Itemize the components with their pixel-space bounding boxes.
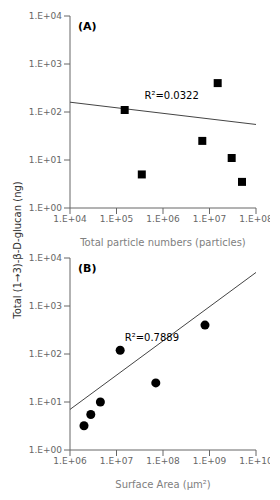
svg-text:1.E+10: 1.E+10 <box>239 456 270 466</box>
svg-text:1.E+02: 1.E+02 <box>29 349 62 359</box>
svg-text:1.E+06: 1.E+06 <box>53 456 87 466</box>
svg-text:Surface Area (μm²): Surface Area (μm²) <box>115 479 210 490</box>
svg-text:1.E+04: 1.E+04 <box>53 214 87 224</box>
svg-text:1.E+05: 1.E+05 <box>100 214 133 224</box>
svg-text:1.E+03: 1.E+03 <box>29 59 62 69</box>
svg-text:1.E+08: 1.E+08 <box>239 214 270 224</box>
svg-text:R²=0.0322: R²=0.0322 <box>144 90 198 101</box>
svg-text:1.E+09: 1.E+09 <box>193 456 227 466</box>
svg-text:1.E+04: 1.E+04 <box>29 253 63 263</box>
svg-text:Total (1→3)-β-D-glucan (ng): Total (1→3)-β-D-glucan (ng) <box>12 181 23 320</box>
svg-text:1.E+06: 1.E+06 <box>146 214 180 224</box>
svg-text:R²=0.7889: R²=0.7889 <box>125 332 179 343</box>
svg-text:1.E+00: 1.E+00 <box>29 445 63 455</box>
svg-text:1.E+01: 1.E+01 <box>29 155 62 165</box>
svg-text:1.E+07: 1.E+07 <box>193 214 226 224</box>
svg-text:1.E+04: 1.E+04 <box>29 11 63 21</box>
html-text:(A): (A) <box>78 20 97 33</box>
html-text:(B): (B) <box>78 262 97 275</box>
svg-text:1.E+02: 1.E+02 <box>29 107 62 117</box>
svg-text:1.E+07: 1.E+07 <box>100 456 133 466</box>
svg-text:1.E+08: 1.E+08 <box>146 456 180 466</box>
svg-text:1.E+00: 1.E+00 <box>29 203 63 213</box>
svg-text:1.E+03: 1.E+03 <box>29 301 62 311</box>
svg-text:Total particle numbers (partic: Total particle numbers (particles) <box>79 237 246 248</box>
svg-text:1.E+01: 1.E+01 <box>29 397 62 407</box>
